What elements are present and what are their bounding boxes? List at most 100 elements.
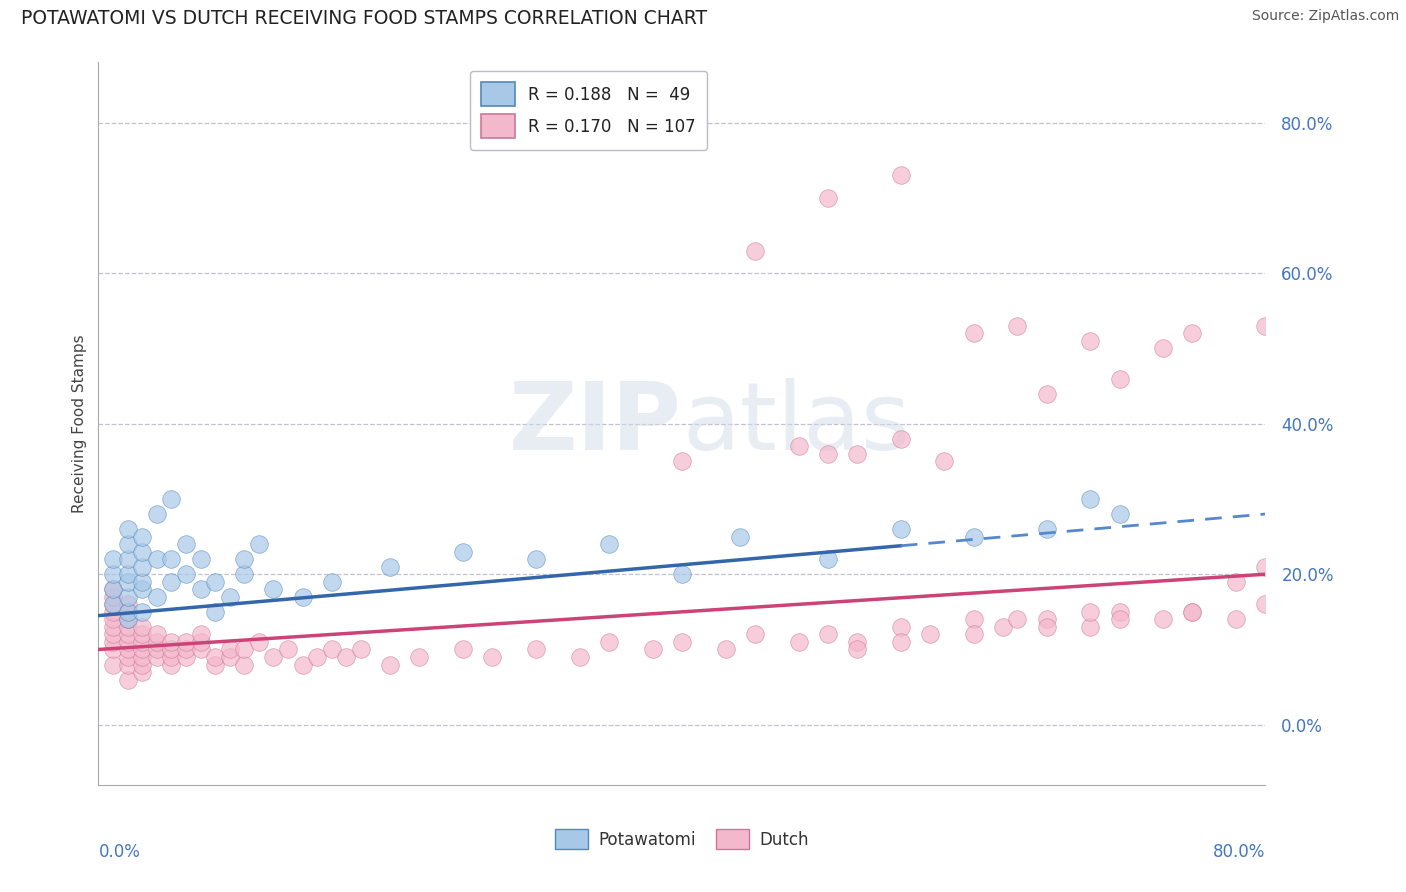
Point bbox=[263, 650, 285, 665]
Point bbox=[117, 552, 139, 566]
Point bbox=[204, 574, 226, 589]
Point bbox=[131, 544, 153, 558]
Point bbox=[890, 432, 912, 446]
Point bbox=[174, 642, 197, 657]
Point bbox=[131, 620, 153, 634]
Point bbox=[277, 642, 299, 657]
Point bbox=[117, 605, 139, 619]
Point bbox=[131, 559, 153, 574]
Point bbox=[190, 642, 212, 657]
Point bbox=[1181, 605, 1204, 619]
Point bbox=[160, 642, 183, 657]
Point bbox=[890, 522, 912, 536]
Point bbox=[918, 627, 941, 641]
Point bbox=[117, 574, 139, 589]
Point bbox=[117, 650, 139, 665]
Point bbox=[131, 642, 153, 657]
Point bbox=[131, 530, 153, 544]
Point bbox=[350, 642, 373, 657]
Text: ZIP: ZIP bbox=[509, 377, 682, 470]
Point bbox=[247, 537, 270, 551]
Point bbox=[524, 552, 547, 566]
Point bbox=[160, 491, 183, 506]
Point bbox=[846, 642, 869, 657]
Point bbox=[730, 530, 752, 544]
Point bbox=[1080, 491, 1102, 506]
Point bbox=[101, 657, 124, 672]
Point bbox=[1108, 605, 1130, 619]
Point bbox=[190, 635, 212, 649]
Point bbox=[1254, 559, 1277, 574]
Point bbox=[146, 507, 169, 521]
Point bbox=[190, 627, 212, 641]
Point bbox=[117, 657, 139, 672]
Point bbox=[451, 544, 474, 558]
Point bbox=[146, 590, 169, 604]
Point bbox=[890, 620, 912, 634]
Point bbox=[233, 552, 256, 566]
Point bbox=[598, 635, 620, 649]
Point bbox=[247, 635, 270, 649]
Point bbox=[131, 657, 153, 672]
Point bbox=[1108, 507, 1130, 521]
Point bbox=[568, 650, 591, 665]
Point bbox=[174, 650, 197, 665]
Point bbox=[291, 590, 314, 604]
Text: Source: ZipAtlas.com: Source: ZipAtlas.com bbox=[1251, 9, 1399, 23]
Point bbox=[962, 530, 984, 544]
Point bbox=[233, 567, 256, 582]
Point bbox=[962, 612, 984, 626]
Point bbox=[263, 582, 285, 597]
Point bbox=[1080, 605, 1102, 619]
Point bbox=[321, 642, 343, 657]
Point bbox=[190, 582, 212, 597]
Point bbox=[1080, 334, 1102, 348]
Point bbox=[1080, 620, 1102, 634]
Point bbox=[101, 620, 124, 634]
Point bbox=[890, 635, 912, 649]
Point bbox=[1108, 371, 1130, 385]
Point bbox=[744, 627, 766, 641]
Point bbox=[160, 574, 183, 589]
Point bbox=[218, 650, 240, 665]
Point bbox=[117, 605, 139, 619]
Point bbox=[1152, 612, 1174, 626]
Point bbox=[131, 574, 153, 589]
Point bbox=[1181, 605, 1204, 619]
Text: atlas: atlas bbox=[682, 377, 910, 470]
Point bbox=[335, 650, 357, 665]
Point bbox=[101, 582, 124, 597]
Point bbox=[131, 635, 153, 649]
Text: 0.0%: 0.0% bbox=[98, 843, 141, 861]
Point bbox=[117, 522, 139, 536]
Point bbox=[1181, 326, 1204, 341]
Point bbox=[117, 537, 139, 551]
Point bbox=[117, 673, 139, 687]
Point bbox=[101, 612, 124, 626]
Point bbox=[117, 612, 139, 626]
Point bbox=[131, 582, 153, 597]
Point bbox=[890, 169, 912, 183]
Point bbox=[174, 635, 197, 649]
Point bbox=[233, 657, 256, 672]
Point bbox=[101, 567, 124, 582]
Point bbox=[817, 552, 839, 566]
Legend: Potawatomi, Dutch: Potawatomi, Dutch bbox=[548, 822, 815, 856]
Point bbox=[117, 567, 139, 582]
Point bbox=[291, 657, 314, 672]
Point bbox=[146, 642, 169, 657]
Point bbox=[117, 627, 139, 641]
Y-axis label: Receiving Food Stamps: Receiving Food Stamps bbox=[72, 334, 87, 513]
Point bbox=[962, 627, 984, 641]
Point bbox=[160, 552, 183, 566]
Point bbox=[1225, 574, 1247, 589]
Point bbox=[524, 642, 547, 657]
Point bbox=[1035, 620, 1057, 634]
Point bbox=[817, 627, 839, 641]
Point bbox=[204, 657, 226, 672]
Point bbox=[1108, 612, 1130, 626]
Point bbox=[787, 635, 810, 649]
Point bbox=[380, 559, 402, 574]
Point bbox=[101, 642, 124, 657]
Point bbox=[117, 642, 139, 657]
